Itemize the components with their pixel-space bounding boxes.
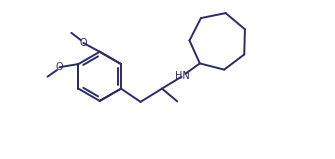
Text: HN: HN: [175, 71, 190, 81]
Text: O: O: [79, 38, 87, 48]
Text: O: O: [56, 62, 63, 72]
